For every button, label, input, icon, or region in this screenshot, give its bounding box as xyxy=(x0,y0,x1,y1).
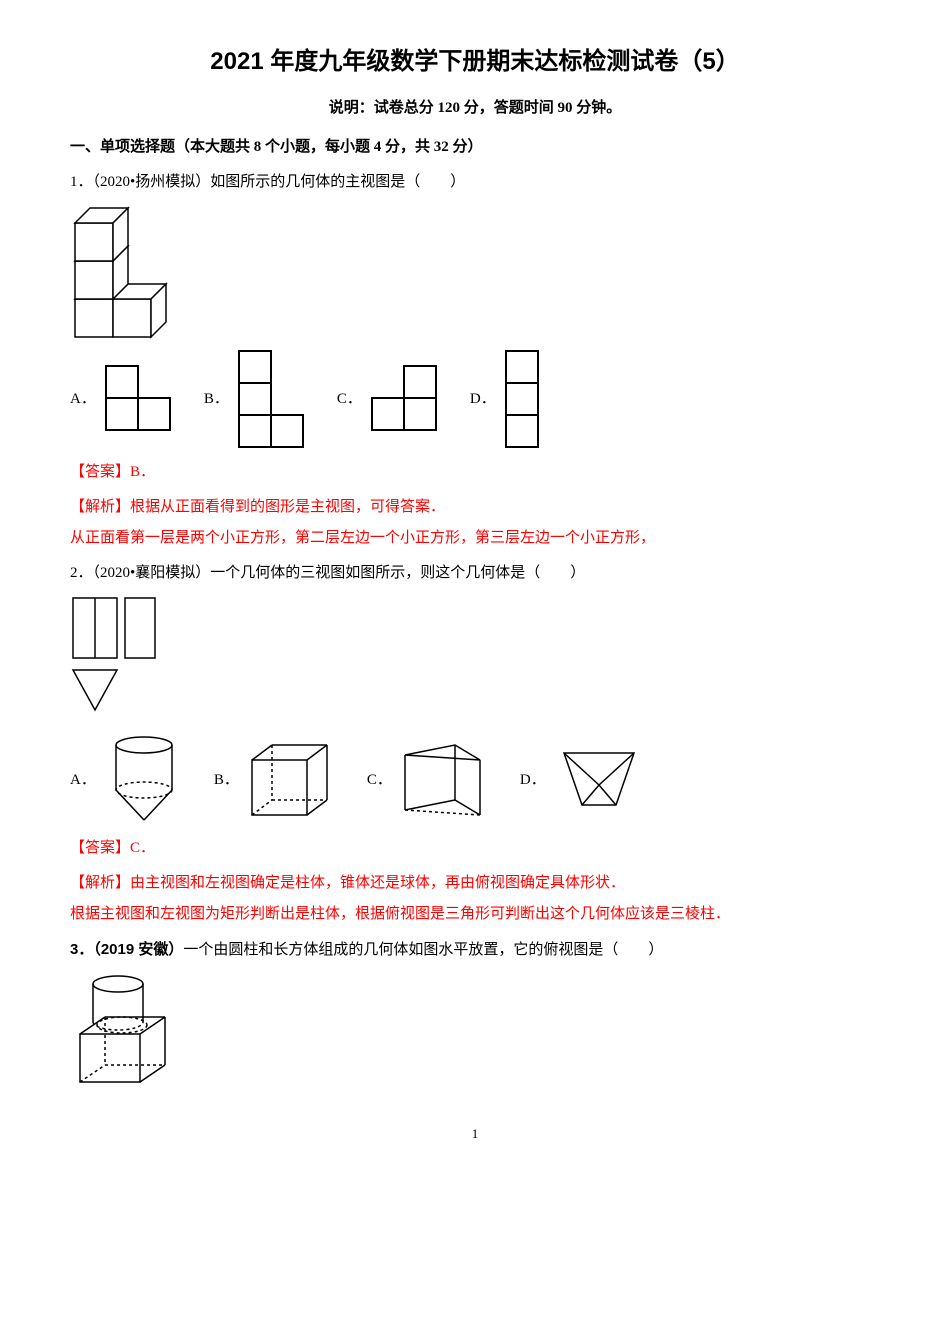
option-a: A． xyxy=(70,364,174,434)
option-d-label: D． xyxy=(520,767,546,794)
option-c-label: C． xyxy=(367,767,392,794)
three-views-icon xyxy=(70,595,170,725)
page-title: 2021 年度九年级数学下册期末达标检测试卷（5） xyxy=(70,40,880,83)
option-a-icon xyxy=(104,364,174,434)
cube-figure-icon xyxy=(70,204,190,339)
option-d-label: D． xyxy=(470,386,496,413)
option-b-icon xyxy=(247,740,337,820)
option-b-label: B． xyxy=(204,386,229,413)
option-b-label: B． xyxy=(214,767,239,794)
option-a-label: A． xyxy=(70,767,96,794)
option-c: C． xyxy=(337,364,440,434)
option-c: C． xyxy=(367,740,490,820)
option-c-label: C． xyxy=(337,386,362,413)
question-3-figure xyxy=(70,972,880,1092)
question-1-options: A． B． C． xyxy=(70,349,880,449)
question-1-figure xyxy=(70,204,880,339)
question-2-explanation-1: 【解析】由主视图和左视图确定是柱体，锥体还是球体，再由俯视图确定具体形状． xyxy=(70,870,880,897)
cylinder-cuboid-icon xyxy=(70,972,180,1092)
section-header: 一、单项选择题（本大题共 8 个小题，每小题 4 分，共 32 分） xyxy=(70,134,880,161)
option-a: A． xyxy=(70,735,184,825)
option-a-label: A． xyxy=(70,386,96,413)
question-3-text-normal: 一个由圆柱和长方体组成的几何体如图水平放置，它的俯视图是（ ） xyxy=(183,942,663,958)
option-b: B． xyxy=(214,740,337,820)
question-2-figure xyxy=(70,595,880,725)
question-1-explanation-1: 【解析】根据从正面看得到的图形是主视图，可得答案． xyxy=(70,494,880,521)
option-b-icon xyxy=(237,349,307,449)
question-3: 3．（2019 安徽）一个由圆柱和长方体组成的几何体如图水平放置，它的俯视图是（… xyxy=(70,936,880,1092)
question-1: 1．（2020•扬州模拟）如图所示的几何体的主视图是（ ） xyxy=(70,169,880,552)
question-2-explanation-2: 根据主视图和左视图为矩形判断出是柱体，根据俯视图是三角形可判断出这个几何体应该是… xyxy=(70,901,880,928)
question-1-text: 1．（2020•扬州模拟）如图所示的几何体的主视图是（ ） xyxy=(70,169,880,196)
question-2-answer: 【答案】C． xyxy=(70,835,880,862)
option-c-icon xyxy=(370,364,440,434)
question-2: 2．（2020•襄阳模拟）一个几何体的三视图如图所示，则这个几何体是（ ） A． xyxy=(70,560,880,928)
question-3-text: 3．（2019 安徽）一个由圆柱和长方体组成的几何体如图水平放置，它的俯视图是（… xyxy=(70,936,880,964)
option-d-icon xyxy=(504,349,554,449)
question-1-explanation-2: 从正面看第一层是两个小正方形，第二层左边一个小正方形，第三层左边一个小正方形， xyxy=(70,525,880,552)
question-2-options: A． B． xyxy=(70,735,880,825)
page-number: 1 xyxy=(70,1122,880,1145)
question-1-answer: 【答案】B． xyxy=(70,459,880,486)
option-d: D． xyxy=(520,745,644,815)
option-a-icon xyxy=(104,735,184,825)
option-d: D． xyxy=(470,349,554,449)
page-subtitle: 说明：试卷总分 120 分，答题时间 90 分钟。 xyxy=(70,95,880,122)
option-d-icon xyxy=(554,745,644,815)
option-c-icon xyxy=(400,740,490,820)
question-3-text-bold: 3．（2019 安徽） xyxy=(70,941,183,958)
question-2-text: 2．（2020•襄阳模拟）一个几何体的三视图如图所示，则这个几何体是（ ） xyxy=(70,560,880,587)
option-b: B． xyxy=(204,349,307,449)
